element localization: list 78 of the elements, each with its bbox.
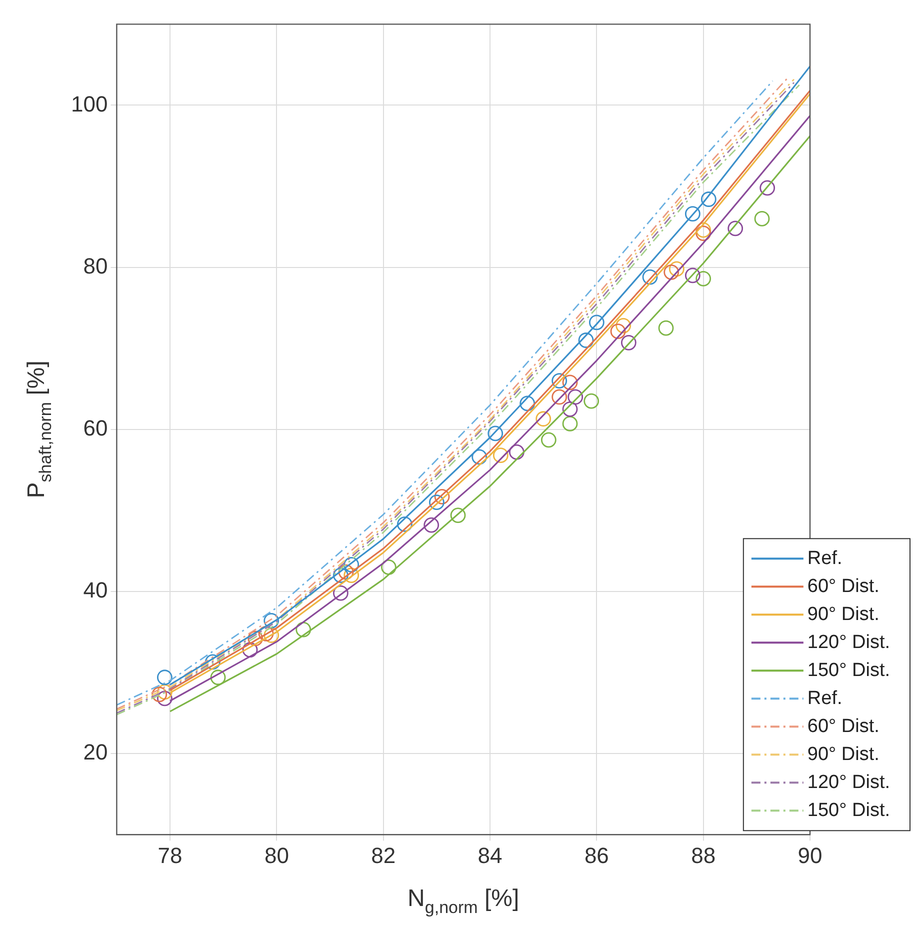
y-axis-title: Pshaft,norm [%]	[23, 360, 56, 498]
legend-label: 90° Dist.	[807, 604, 880, 625]
point	[562, 416, 578, 432]
point	[296, 622, 312, 638]
point	[754, 210, 770, 226]
point	[338, 564, 354, 580]
x-tick-label: 88	[691, 842, 716, 868]
point	[700, 192, 716, 207]
point	[258, 626, 274, 642]
point	[520, 396, 536, 412]
point	[536, 411, 552, 427]
point	[658, 320, 674, 336]
point	[552, 373, 568, 388]
legend-label: 150° Dist.	[807, 660, 890, 681]
x-tick-label: 78	[158, 842, 182, 868]
point	[434, 488, 450, 504]
point	[728, 220, 744, 236]
legend-label: 60° Dist.	[807, 716, 880, 737]
point	[584, 393, 600, 409]
point	[488, 426, 504, 442]
y-tick-label: 60	[83, 415, 108, 440]
point	[668, 261, 684, 277]
legend-label: 120° Dist.	[807, 772, 890, 793]
x-tick-label: 90	[798, 842, 822, 868]
point	[696, 226, 712, 241]
point	[332, 568, 348, 583]
point	[248, 630, 264, 646]
point	[696, 270, 712, 286]
point	[157, 690, 172, 706]
point	[264, 628, 280, 643]
point	[562, 374, 578, 390]
point	[152, 686, 168, 702]
point	[157, 670, 172, 686]
point	[616, 318, 632, 334]
point	[396, 516, 412, 532]
point	[428, 494, 444, 510]
point	[264, 612, 280, 628]
point	[760, 180, 776, 196]
point	[578, 332, 594, 348]
point	[332, 585, 348, 601]
x-tick-label: 80	[264, 842, 289, 868]
legend-label: 60° Dist.	[807, 576, 880, 597]
point	[344, 557, 360, 572]
point	[620, 334, 636, 350]
point	[642, 269, 658, 285]
legend-label: 120° Dist.	[807, 632, 890, 653]
y-tick-label: 20	[83, 740, 108, 765]
legend-label: 150° Dist.	[807, 800, 890, 821]
point	[508, 444, 524, 460]
y-tick-label: 80	[83, 253, 108, 278]
legend-label: 90° Dist.	[807, 744, 880, 765]
point	[684, 268, 700, 284]
point	[610, 324, 626, 340]
point	[540, 432, 556, 448]
point	[472, 449, 488, 465]
x-tick-label: 84	[478, 842, 502, 868]
point	[588, 314, 604, 330]
x-tick-label: 82	[371, 842, 396, 868]
point	[568, 389, 584, 405]
point	[344, 568, 360, 583]
point	[696, 222, 712, 238]
point	[664, 264, 680, 280]
x-tick-label: 86	[584, 842, 609, 868]
point	[424, 517, 440, 533]
point	[210, 670, 226, 686]
y-tick-label: 100	[70, 91, 108, 116]
point	[552, 389, 568, 405]
legend-label: Ref.	[807, 548, 842, 569]
point	[684, 206, 700, 222]
point	[157, 684, 172, 700]
point	[242, 642, 258, 658]
legend-label: Ref.	[807, 688, 842, 709]
point	[492, 448, 508, 464]
point	[562, 401, 578, 417]
point	[205, 654, 220, 670]
point	[380, 559, 396, 575]
point	[450, 508, 466, 523]
y-tick-label: 40	[83, 578, 108, 603]
